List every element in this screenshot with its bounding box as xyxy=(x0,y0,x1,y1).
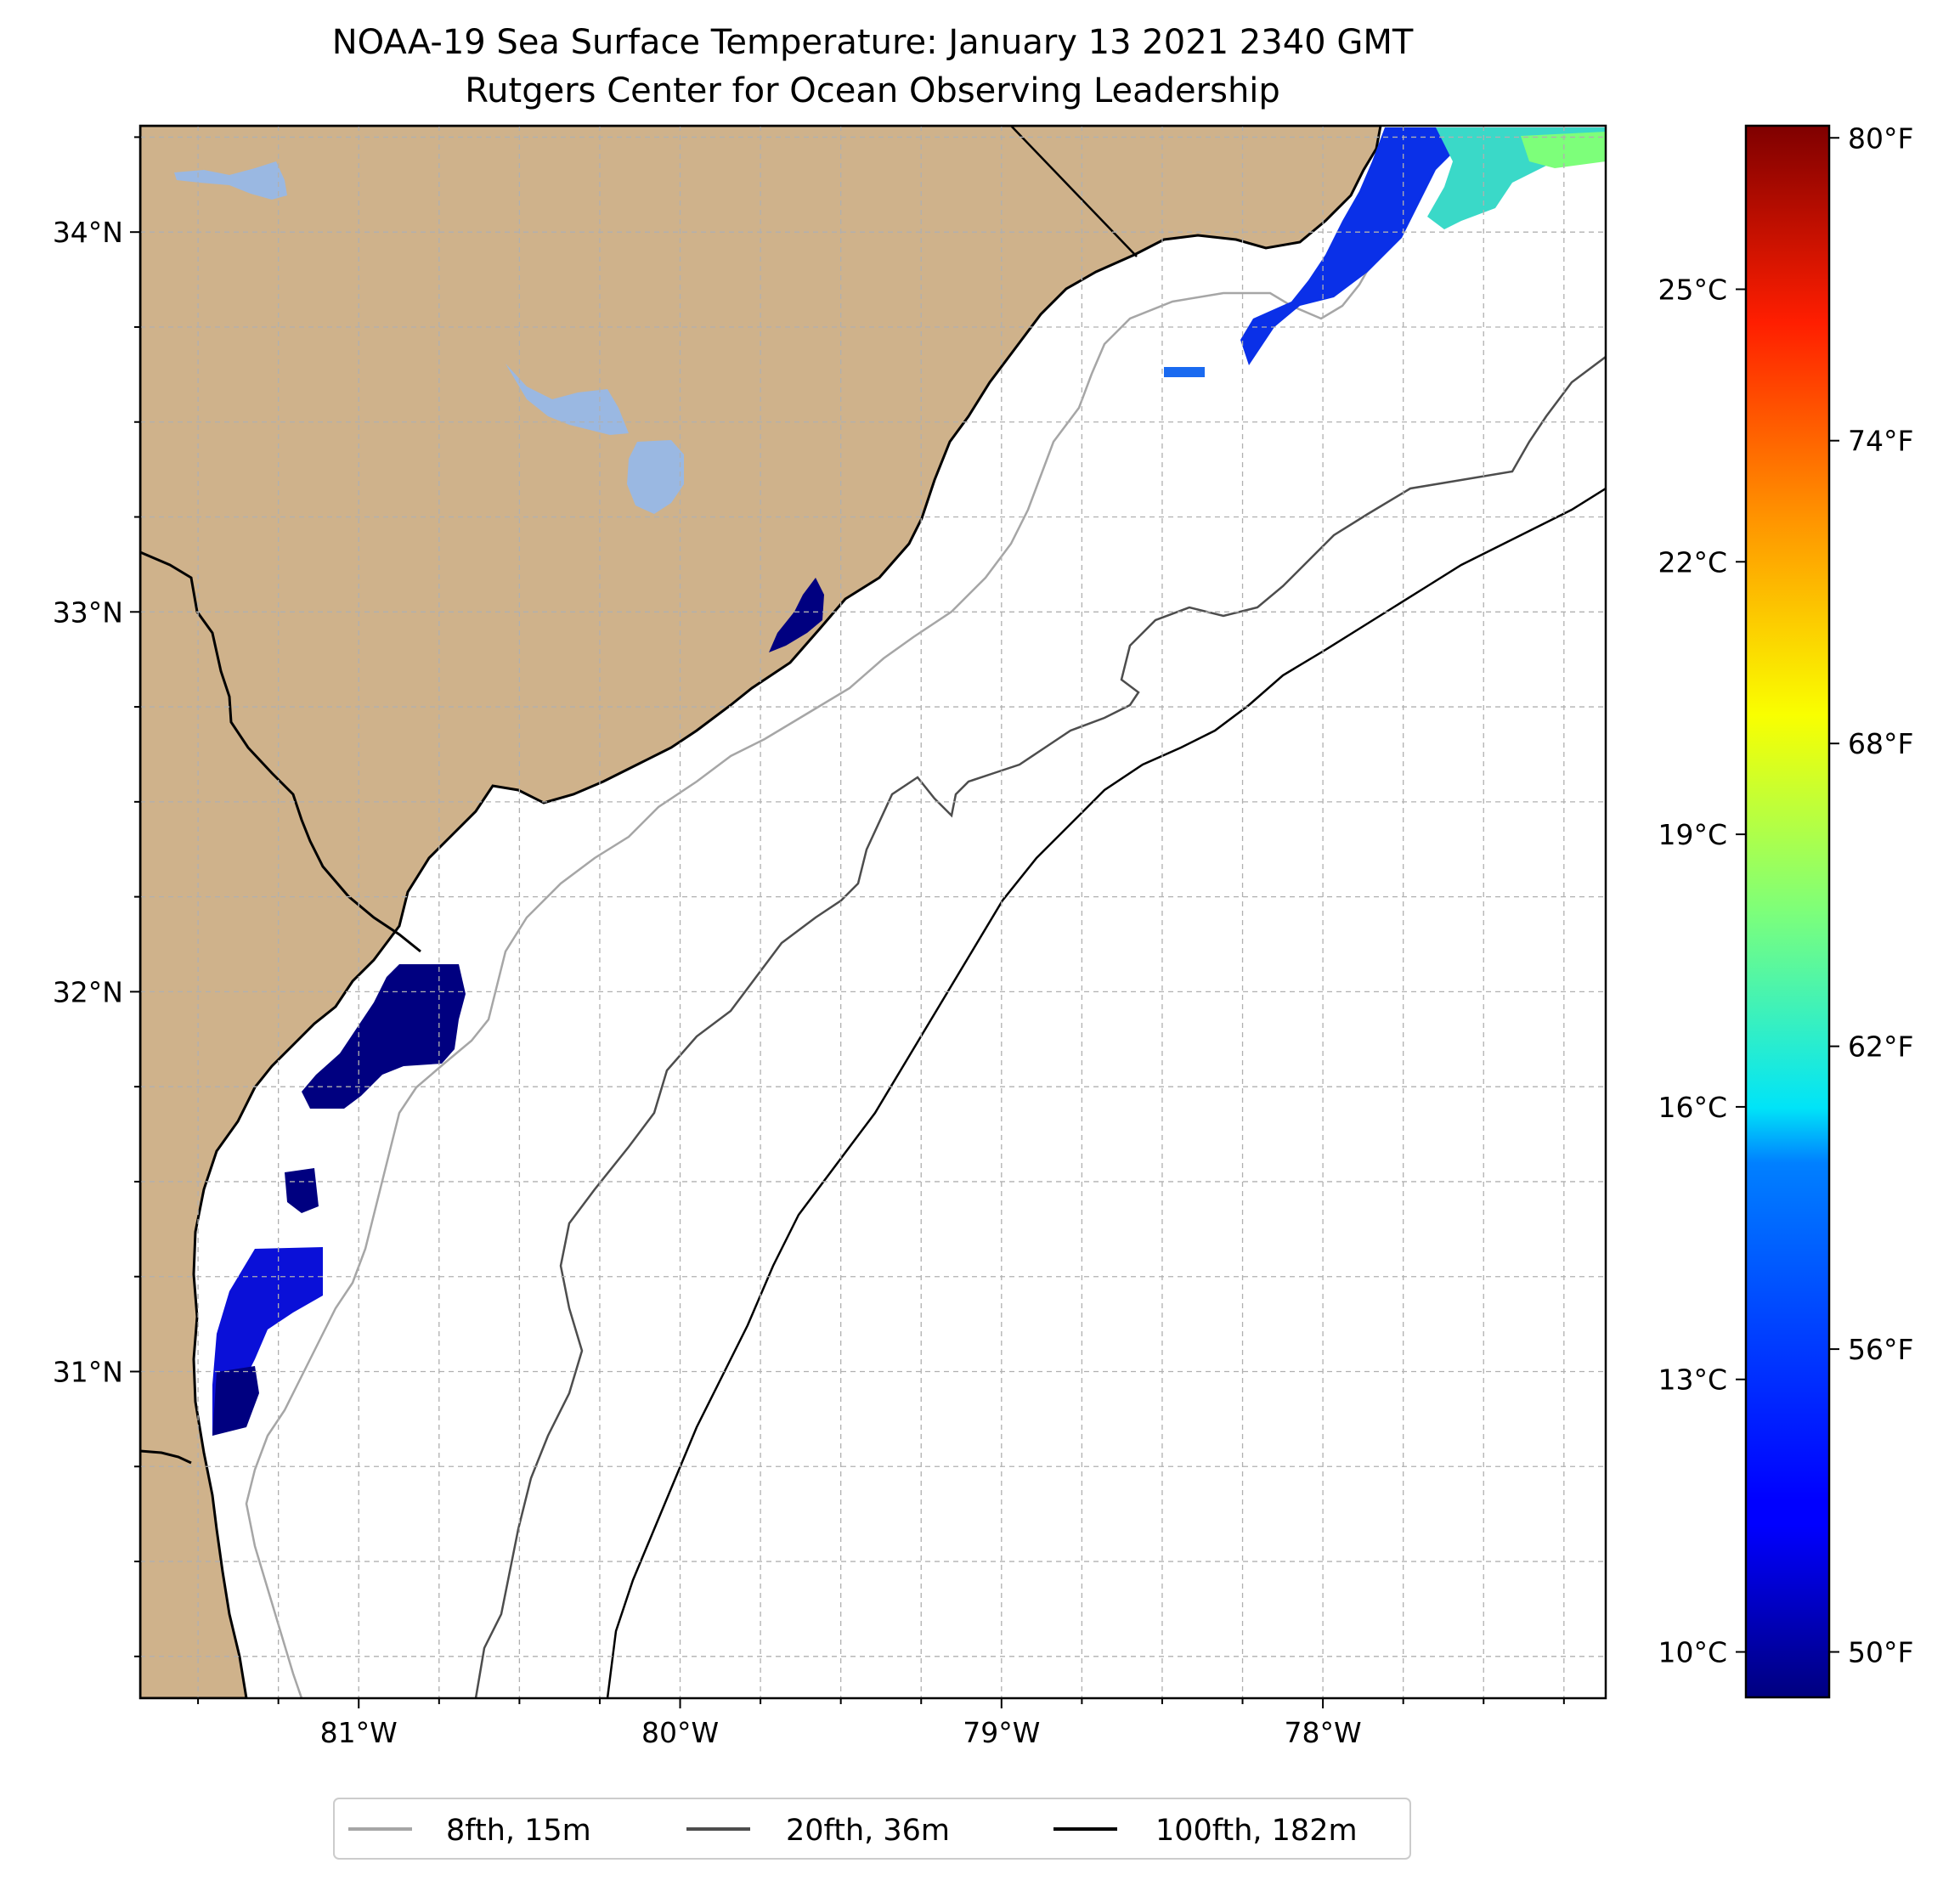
gridlines xyxy=(140,126,1606,1698)
colorbar-celsius-ticks: 10°C 13°C 16°C 19°C 22°C 25°C xyxy=(1658,273,1746,1669)
contour-100fth xyxy=(606,487,1606,1698)
colorbar: 10°C 13°C 16°C 19°C 22°C 25°C 50°F 56°F 62°F 68°… xyxy=(1658,121,1913,1699)
chart-title: NOAA-19 Sea Surface Temperature: January… xyxy=(332,23,1414,62)
celsius-tick-label: 19°C xyxy=(1658,818,1727,851)
legend-label-100fth: 100fth, 182m xyxy=(1155,1814,1358,1848)
map-area xyxy=(140,126,1606,1698)
celsius-tick-label: 16°C xyxy=(1658,1091,1727,1124)
sst-patch-ga-south-dark xyxy=(212,1366,259,1436)
fahrenheit-tick-label: 50°F xyxy=(1848,1636,1913,1669)
colorbar-fahrenheit-ticks: 50°F 56°F 62°F 68°F 74°F 80°F xyxy=(1829,121,1913,1669)
sst-patch-ga-north xyxy=(285,1168,319,1213)
nc-sc-border xyxy=(1010,126,1138,257)
lat-tick-label: 31°N xyxy=(53,1355,123,1388)
land xyxy=(140,126,1382,1698)
sst-patch-small xyxy=(1164,367,1205,377)
lat-tick-label: 32°N xyxy=(53,975,123,1008)
fahrenheit-tick-label: 74°F xyxy=(1848,425,1913,458)
sst-patch-nc-coast xyxy=(1240,127,1461,365)
lake-marion xyxy=(506,364,629,435)
map-frame xyxy=(138,124,1607,1700)
colorbar-gradient xyxy=(1744,124,1831,1699)
legend: 8fth, 15m 20fth, 36m 100fth, 182m xyxy=(333,1798,1411,1860)
lon-tick-label: 78°W xyxy=(1285,1716,1362,1749)
celsius-tick-label: 13°C xyxy=(1658,1363,1727,1397)
legend-label-8fth: 8fth, 15m xyxy=(446,1814,591,1848)
celsius-tick-label: 25°C xyxy=(1658,273,1727,306)
contour-20fth xyxy=(474,356,1606,1698)
sst-patch-nc-offshore-green xyxy=(1521,132,1606,168)
fahrenheit-tick-label: 56°F xyxy=(1848,1333,1913,1366)
latitude-axis: 31°N 32°N 33°N 34°N xyxy=(53,136,140,1657)
legend-label-20fth: 20fth, 36m xyxy=(786,1814,950,1848)
fahrenheit-tick-label: 68°F xyxy=(1848,727,1913,760)
celsius-tick-label: 22°C xyxy=(1658,545,1727,579)
lon-tick-label: 79°W xyxy=(963,1716,1040,1749)
fahrenheit-tick-label: 80°F xyxy=(1848,121,1913,155)
lon-tick-label: 80°W xyxy=(641,1716,719,1749)
ga-fl-border xyxy=(140,1449,192,1465)
fahrenheit-tick-label: 62°F xyxy=(1848,1030,1913,1064)
sst-patch-savannah xyxy=(302,964,466,1109)
lat-tick-label: 33°N xyxy=(53,596,123,629)
lat-tick-label: 34°N xyxy=(53,216,123,249)
longitude-axis: 81°W 80°W 79°W 78°W xyxy=(197,1698,1565,1749)
sst-patch-sc-coast xyxy=(769,578,824,652)
celsius-tick-label: 10°C xyxy=(1658,1636,1727,1669)
legend-box xyxy=(333,1798,1411,1860)
chart-subtitle: Rutgers Center for Ocean Observing Leade… xyxy=(465,71,1280,110)
lake-wateree xyxy=(174,161,287,200)
lake-moultrie xyxy=(627,440,684,514)
ga-sc-border xyxy=(140,550,421,953)
lon-tick-label: 81°W xyxy=(320,1716,398,1749)
